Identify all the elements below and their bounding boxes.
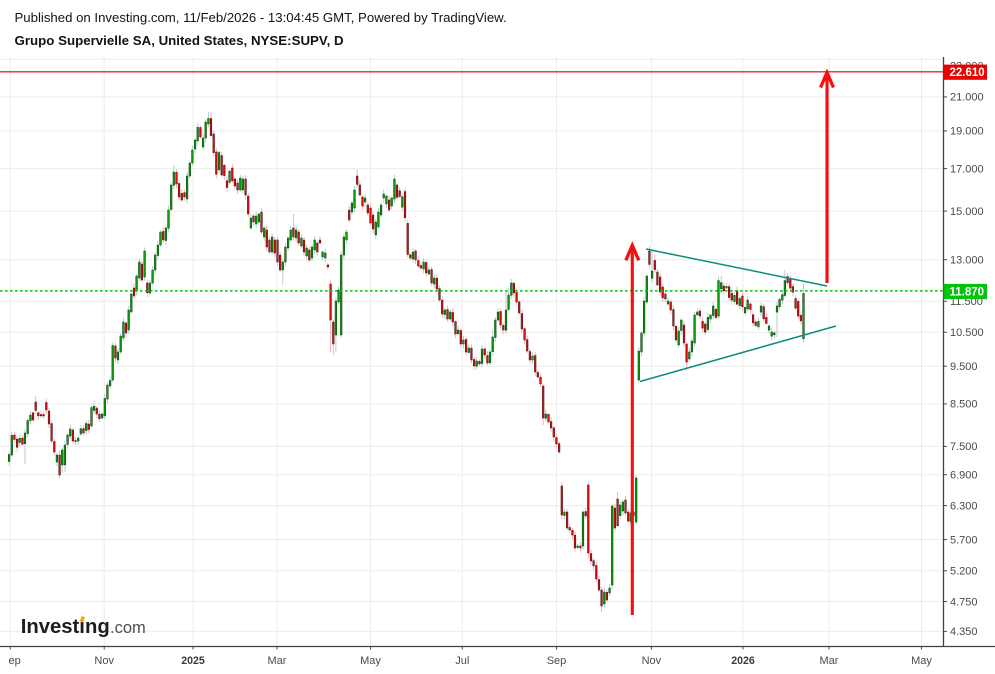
- svg-text:21.000: 21.000: [950, 92, 984, 104]
- svg-text:9.500: 9.500: [950, 361, 978, 373]
- svg-text:Mar: Mar: [268, 655, 287, 667]
- svg-text:8.500: 8.500: [950, 399, 978, 411]
- svg-text:Mar: Mar: [820, 655, 839, 667]
- svg-text:22.610: 22.610: [950, 67, 985, 79]
- svg-text:5.700: 5.700: [950, 534, 978, 546]
- svg-text:6.900: 6.900: [950, 470, 978, 482]
- svg-text:6.300: 6.300: [950, 500, 978, 512]
- svg-text:4.350: 4.350: [950, 626, 978, 638]
- svg-text:17.000: 17.000: [950, 163, 984, 175]
- svg-text:10.500: 10.500: [950, 327, 984, 339]
- svg-text:Investıng: Investıng: [21, 616, 110, 638]
- svg-text:ep: ep: [9, 655, 21, 667]
- svg-text:Nov: Nov: [642, 655, 662, 667]
- svg-text:13.000: 13.000: [950, 255, 984, 267]
- svg-text:Jul: Jul: [455, 655, 469, 667]
- svg-text:Nov: Nov: [94, 655, 114, 667]
- svg-text:May: May: [911, 655, 932, 667]
- svg-text:.com: .com: [110, 619, 146, 637]
- svg-text:5.200: 5.200: [950, 566, 978, 578]
- svg-text:11.870: 11.870: [950, 287, 985, 299]
- svg-text:Sep: Sep: [547, 655, 567, 667]
- svg-text:2026: 2026: [731, 655, 755, 667]
- svg-text:19.000: 19.000: [950, 126, 984, 138]
- svg-text:7.500: 7.500: [950, 441, 978, 453]
- svg-text:May: May: [360, 655, 381, 667]
- svg-text:4.750: 4.750: [950, 596, 978, 608]
- svg-text:2025: 2025: [181, 655, 205, 667]
- svg-text:15.000: 15.000: [950, 206, 984, 218]
